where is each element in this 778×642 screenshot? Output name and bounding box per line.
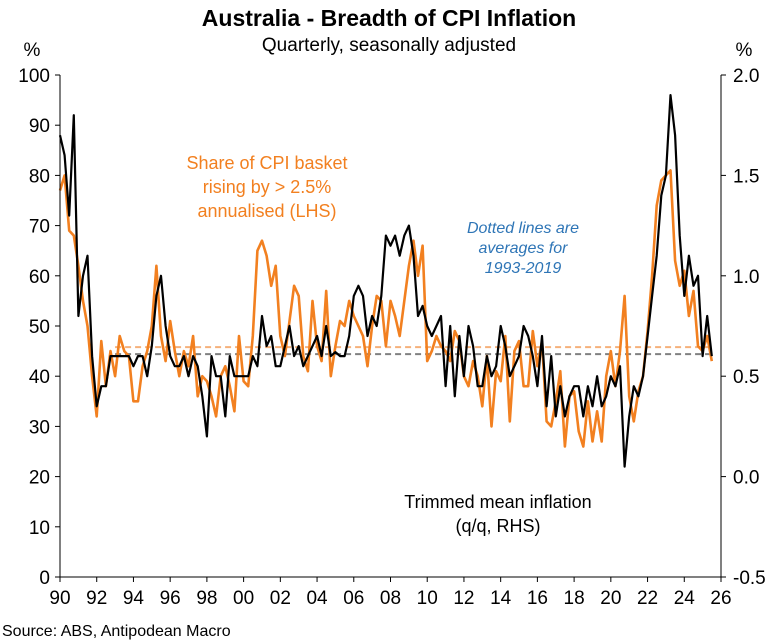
axes: 0 10 20 30 40 50 60 70 80 90 100 -0.5 0.0 0.5 1.0 1.5 2.… xyxy=(18,66,765,609)
right-tick-label: 2.0 xyxy=(733,66,759,87)
x-tick-label: 22 xyxy=(637,588,658,609)
x-tick-label: 96 xyxy=(160,588,181,609)
x-tick-label: 06 xyxy=(343,588,364,609)
x-tick-label: 12 xyxy=(453,588,474,609)
x-tick-label: 90 xyxy=(49,588,70,609)
share-series-line xyxy=(58,169,714,448)
left-tick-label: 50 xyxy=(29,317,50,338)
average-lines xyxy=(115,346,712,356)
right-axis-unit: % xyxy=(736,40,753,61)
trimmed-series-line xyxy=(58,94,713,468)
left-tick-label: 0 xyxy=(39,568,50,589)
x-tick-label: 98 xyxy=(196,588,217,609)
source-note: Source: ABS, Antipodean Macro xyxy=(2,623,231,640)
x-tick-label: 04 xyxy=(306,588,328,609)
x-tick-label: 00 xyxy=(233,588,254,609)
left-tick-label: 10 xyxy=(29,518,50,539)
x-tick-label: 24 xyxy=(674,588,696,609)
left-tick-label: 60 xyxy=(29,267,50,288)
left-tick-label: 70 xyxy=(29,217,50,238)
left-tick-label: 100 xyxy=(18,66,50,87)
x-tick-label: 08 xyxy=(380,588,401,609)
x-tick-label: 02 xyxy=(270,588,291,609)
x-tick-label: 16 xyxy=(527,588,548,609)
share-label-line-1: Share of CPI basket xyxy=(186,153,347,173)
chart-title: Australia - Breadth of CPI Inflation xyxy=(202,5,576,31)
left-tick-label: 20 xyxy=(29,468,50,489)
x-tick-label: 14 xyxy=(490,588,512,609)
right-tick-label: 0.5 xyxy=(733,367,759,388)
left-tick-label: 40 xyxy=(29,367,50,388)
left-tick-label: 80 xyxy=(29,166,50,187)
right-tick-label: 1.5 xyxy=(733,166,759,187)
trimmed-label-line-2: (q/q, RHS) xyxy=(455,516,540,536)
series-layer xyxy=(58,94,714,468)
right-tick-label: -0.5 xyxy=(733,568,766,589)
trimmed-label-line-1: Trimmed mean inflation xyxy=(404,492,591,512)
chart-subtitle: Quarterly, seasonally adjusted xyxy=(262,35,516,56)
x-tick-label: 26 xyxy=(710,588,731,609)
x-tick-label: 10 xyxy=(417,588,438,609)
share-label-line-2: rising by > 2.5% xyxy=(203,177,332,197)
left-tick-label: 90 xyxy=(29,116,50,137)
dotted-note-line-1: Dotted lines are xyxy=(467,220,579,237)
x-tick-label: 92 xyxy=(86,588,107,609)
dotted-note-line-2: averages for xyxy=(479,240,569,257)
dotted-note-line-3: 1993-2019 xyxy=(485,260,562,277)
x-tick-label: 94 xyxy=(123,588,145,609)
left-axis-unit: % xyxy=(24,40,41,61)
left-tick-label: 30 xyxy=(29,417,50,438)
right-tick-label: 0.0 xyxy=(733,468,759,489)
x-tick-label: 18 xyxy=(564,588,585,609)
x-tick-label: 20 xyxy=(600,588,621,609)
right-tick-label: 1.0 xyxy=(733,267,759,288)
share-label-line-3: annualised (LHS) xyxy=(197,201,336,221)
